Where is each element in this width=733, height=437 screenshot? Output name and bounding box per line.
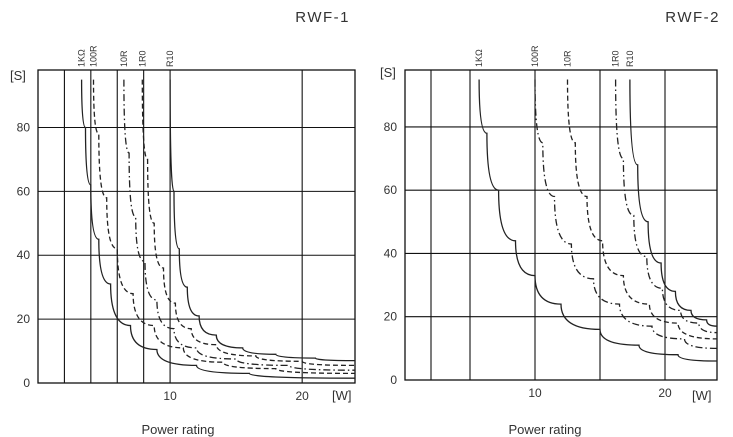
x-axis-title: Power rating xyxy=(142,422,215,437)
series-line xyxy=(566,79,717,340)
series-line xyxy=(169,79,355,362)
x-tick-label: 10 xyxy=(163,389,177,403)
series-line xyxy=(478,79,717,362)
chart-panel-rwf-2: RWF-2 [S] [W] Power rating 0 20 40 60 80 10 20… xyxy=(380,9,720,437)
y-tick-label: 40 xyxy=(384,246,398,260)
x-unit-label: [W] xyxy=(692,388,712,403)
series-label: 100R xyxy=(530,45,540,67)
y-tick-label: 80 xyxy=(17,120,31,134)
y-tick-label: 40 xyxy=(17,248,31,262)
series-label: 100R xyxy=(88,45,98,67)
plot-frame xyxy=(404,69,718,381)
x-unit-label: [W] xyxy=(332,388,352,403)
series-label: 1R0 xyxy=(137,50,147,67)
y-unit-label: [S] xyxy=(380,65,396,80)
x-axis-title: Power rating xyxy=(509,422,582,437)
y-tick-label: 60 xyxy=(384,183,398,197)
y-tick-label: 0 xyxy=(23,376,30,390)
x-tick-label: 20 xyxy=(658,386,672,400)
series-line xyxy=(123,79,355,371)
series-line xyxy=(92,79,355,375)
series-line xyxy=(629,79,717,327)
y-tick-label: 20 xyxy=(384,310,398,324)
series-label: R10 xyxy=(165,50,175,67)
y-tick-label: 0 xyxy=(390,373,397,387)
series-label: 1KΩ xyxy=(77,49,87,67)
y-tick-label: 20 xyxy=(17,312,31,326)
series-label: 1KΩ xyxy=(474,49,484,67)
series-line xyxy=(534,79,717,350)
series-label: 10R xyxy=(119,50,129,67)
y-tick-label: 80 xyxy=(384,120,398,134)
chart-panel-rwf-1: RWF-1 [S] [W] Power rating 0 20 40 60 80 10 20… xyxy=(10,9,356,437)
series-label: 1R0 xyxy=(611,50,621,67)
series-line xyxy=(141,79,355,367)
series-line xyxy=(80,79,355,379)
chart-title: RWF-2 xyxy=(665,9,720,26)
x-tick-label: 10 xyxy=(528,386,542,400)
y-unit-label: [S] xyxy=(10,68,26,83)
series-line xyxy=(614,79,717,334)
series-label: R10 xyxy=(625,50,635,67)
y-tick-label: 60 xyxy=(17,184,31,198)
plot-frame xyxy=(37,69,356,384)
series-label: 10R xyxy=(563,50,573,67)
chart-title: RWF-1 xyxy=(295,9,350,26)
x-tick-label: 20 xyxy=(295,389,309,403)
